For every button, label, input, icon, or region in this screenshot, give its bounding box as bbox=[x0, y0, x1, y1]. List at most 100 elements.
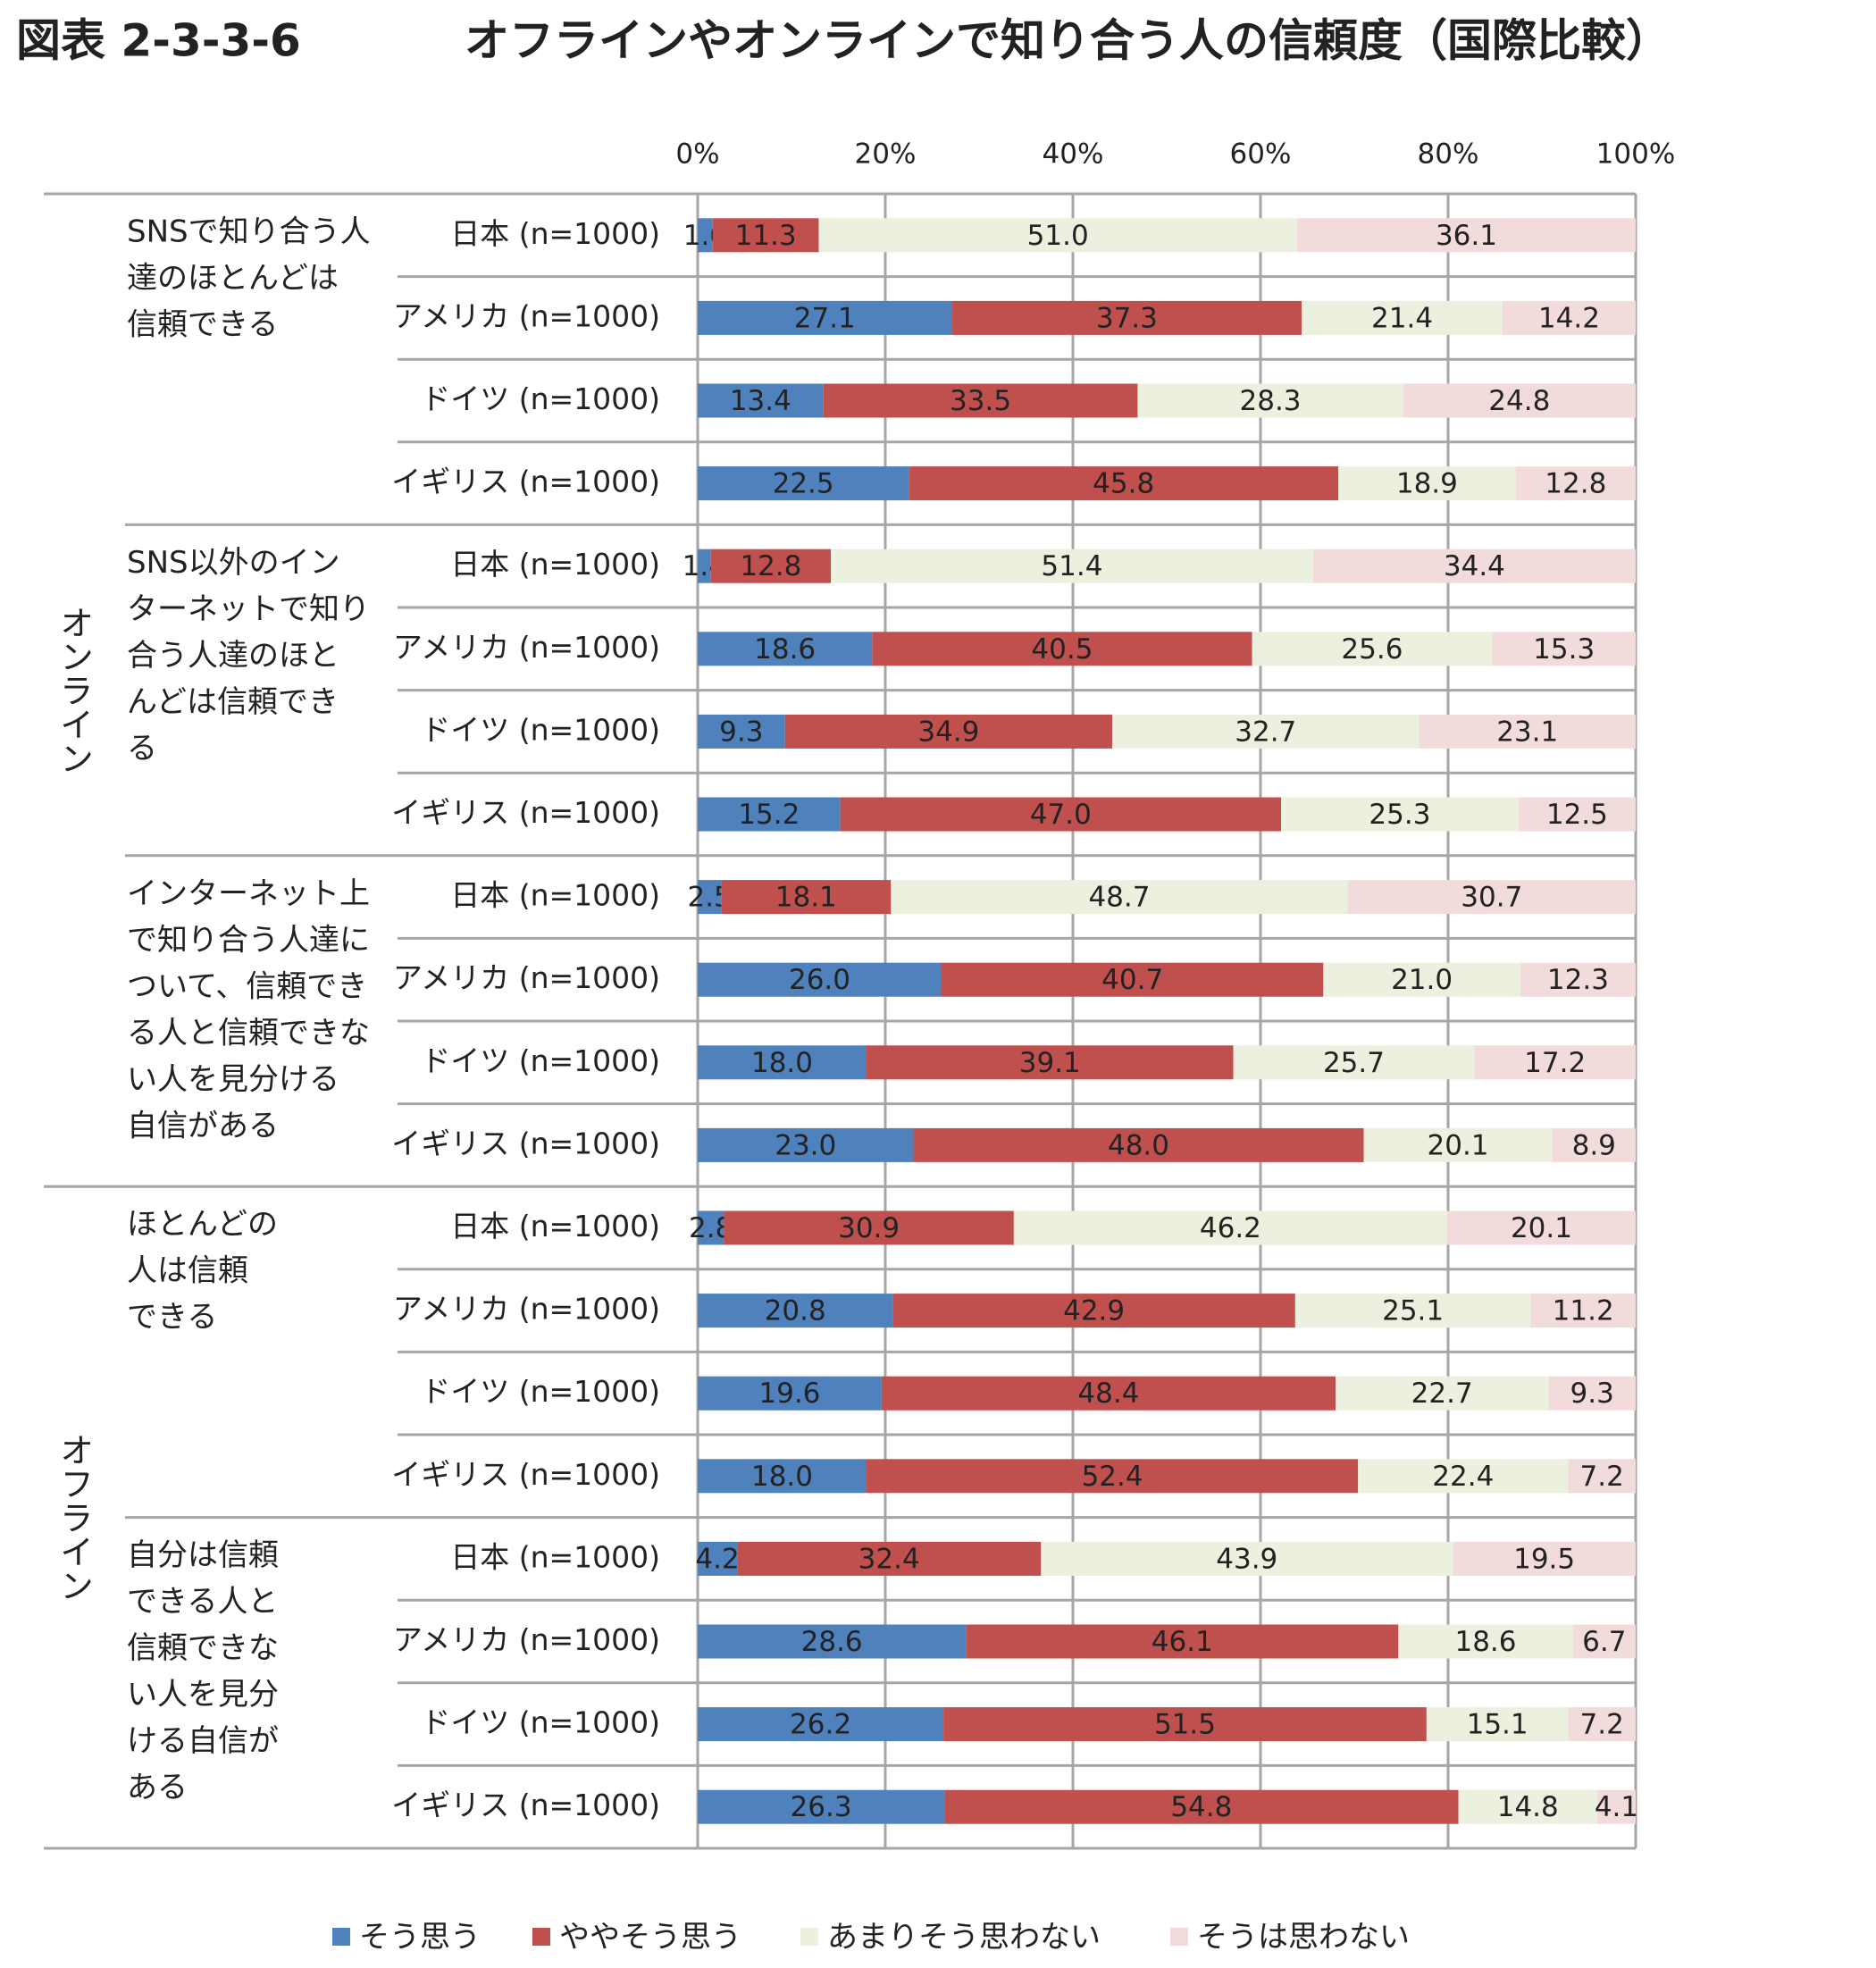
value-label: 19.6 bbox=[758, 1378, 820, 1410]
legend-label: あまりそう思わない bbox=[827, 1920, 1101, 1955]
bar-segment bbox=[942, 962, 1324, 997]
bar-segment bbox=[913, 1127, 1364, 1162]
bar-segment bbox=[1426, 1707, 1569, 1742]
bar-segment bbox=[1358, 1459, 1569, 1494]
question-label: ターネットで知り bbox=[127, 591, 370, 627]
y-tick-label: イギリス (n=1000) bbox=[391, 465, 660, 499]
value-label: 22.5 bbox=[773, 468, 834, 500]
question-label: る bbox=[127, 731, 157, 766]
legend-swatch bbox=[1170, 1928, 1188, 1946]
value-label: 21.4 bbox=[1371, 302, 1433, 334]
legend-swatch bbox=[800, 1928, 818, 1946]
value-label: 8.9 bbox=[1572, 1129, 1616, 1161]
value-label: 40.5 bbox=[1031, 633, 1093, 666]
value-label: 18.6 bbox=[754, 633, 816, 666]
value-label: 24.8 bbox=[1488, 385, 1550, 417]
value-label: 52.4 bbox=[1082, 1461, 1143, 1493]
x-tick-label: 0% bbox=[675, 138, 719, 171]
bar-segment bbox=[1453, 1541, 1636, 1576]
bar-segment bbox=[840, 797, 1282, 832]
bar-segment bbox=[784, 714, 1113, 749]
question-label: 信頼できる bbox=[127, 307, 278, 343]
question-label: SNSで知り合う人 bbox=[127, 214, 371, 250]
value-label: 17.2 bbox=[1524, 1047, 1586, 1079]
value-label: 20.8 bbox=[765, 1295, 826, 1327]
bar-segment bbox=[951, 300, 1302, 335]
value-label: 36.1 bbox=[1436, 220, 1497, 252]
bar-segment bbox=[892, 1294, 1295, 1328]
value-label: 4.2 bbox=[695, 1543, 739, 1575]
y-tick-label: ドイツ (n=1000) bbox=[421, 1043, 660, 1078]
bar-segment bbox=[1137, 383, 1403, 418]
value-label: 32.4 bbox=[858, 1543, 920, 1575]
figure-number: 図表 2-3-3-6 bbox=[16, 15, 301, 67]
legend-label: そうは思わない bbox=[1197, 1920, 1410, 1955]
value-label: 40.7 bbox=[1101, 964, 1163, 996]
bar-segment bbox=[943, 1707, 1427, 1742]
value-label: 42.9 bbox=[1063, 1295, 1125, 1327]
value-label: 22.4 bbox=[1432, 1461, 1494, 1493]
bar-segment bbox=[1492, 632, 1636, 666]
group-label: オンライン bbox=[54, 606, 94, 775]
x-tick-label: 20% bbox=[855, 138, 917, 171]
bar-segment bbox=[1112, 714, 1420, 749]
value-label: 15.2 bbox=[738, 799, 800, 831]
bar-segment bbox=[698, 632, 873, 666]
value-label: 18.6 bbox=[1454, 1626, 1516, 1658]
bar-segment bbox=[1446, 1210, 1636, 1245]
x-tick-label: 80% bbox=[1418, 138, 1479, 171]
value-label: 28.3 bbox=[1240, 385, 1302, 417]
value-label: 48.7 bbox=[1088, 882, 1150, 914]
value-label: 15.1 bbox=[1467, 1709, 1528, 1741]
bar-segment bbox=[698, 1210, 724, 1245]
y-tick-label: 日本 (n=1000) bbox=[450, 1209, 660, 1244]
question-label: い人を見分ける bbox=[127, 1061, 339, 1097]
bar-segment bbox=[1312, 549, 1636, 583]
value-label: 6.7 bbox=[1582, 1626, 1626, 1658]
x-tick-label: 100% bbox=[1596, 138, 1676, 171]
value-label: 23.0 bbox=[775, 1129, 836, 1161]
y-tick-label: イギリス (n=1000) bbox=[391, 795, 660, 830]
value-label: 34.9 bbox=[917, 716, 979, 748]
bar-segment bbox=[1403, 383, 1636, 418]
value-label: 48.4 bbox=[1077, 1378, 1139, 1410]
value-label: 22.7 bbox=[1411, 1378, 1473, 1410]
question-label: インターネット上 bbox=[127, 875, 370, 911]
question-label: 信頼できな bbox=[127, 1630, 279, 1666]
y-tick-label: ドイツ (n=1000) bbox=[421, 1374, 660, 1409]
bar-segment bbox=[698, 1789, 945, 1824]
y-tick-label: アメリカ (n=1000) bbox=[393, 1292, 660, 1327]
bar-segment bbox=[724, 1210, 1014, 1245]
bar-segment bbox=[891, 880, 1348, 915]
value-label: 47.0 bbox=[1030, 799, 1092, 831]
bar-segment bbox=[881, 1376, 1336, 1411]
value-label: 7.2 bbox=[1580, 1461, 1624, 1493]
value-label: 32.7 bbox=[1235, 716, 1296, 748]
bar-segment bbox=[698, 218, 713, 253]
value-label: 18.0 bbox=[751, 1047, 813, 1079]
bar-segment bbox=[698, 797, 841, 832]
question-label: 合う人達のほと bbox=[127, 638, 339, 674]
bar-segment bbox=[698, 1624, 967, 1659]
bar-segment bbox=[1323, 962, 1520, 997]
value-label: 25.3 bbox=[1369, 799, 1430, 831]
bar-segment bbox=[698, 1376, 882, 1411]
legend-swatch bbox=[332, 1928, 350, 1946]
value-label: 54.8 bbox=[1170, 1791, 1232, 1823]
value-label: 25.7 bbox=[1323, 1047, 1385, 1079]
bar-segment bbox=[1515, 466, 1636, 501]
value-label: 18.9 bbox=[1396, 468, 1458, 500]
bar-segment bbox=[1596, 1789, 1636, 1824]
value-label: 26.3 bbox=[791, 1791, 852, 1823]
group-label: オフライン bbox=[54, 1433, 94, 1603]
value-label: 14.8 bbox=[1497, 1791, 1559, 1823]
legend-swatch bbox=[532, 1928, 550, 1946]
y-tick-label: ドイツ (n=1000) bbox=[421, 1705, 660, 1740]
bar-segment bbox=[1347, 880, 1636, 915]
y-tick-label: アメリカ (n=1000) bbox=[393, 298, 660, 333]
bar-segment bbox=[872, 632, 1252, 666]
bar-segment bbox=[867, 1045, 1234, 1080]
value-label: 30.7 bbox=[1461, 882, 1522, 914]
bar-segment bbox=[698, 880, 722, 915]
bar-segment bbox=[698, 714, 785, 749]
